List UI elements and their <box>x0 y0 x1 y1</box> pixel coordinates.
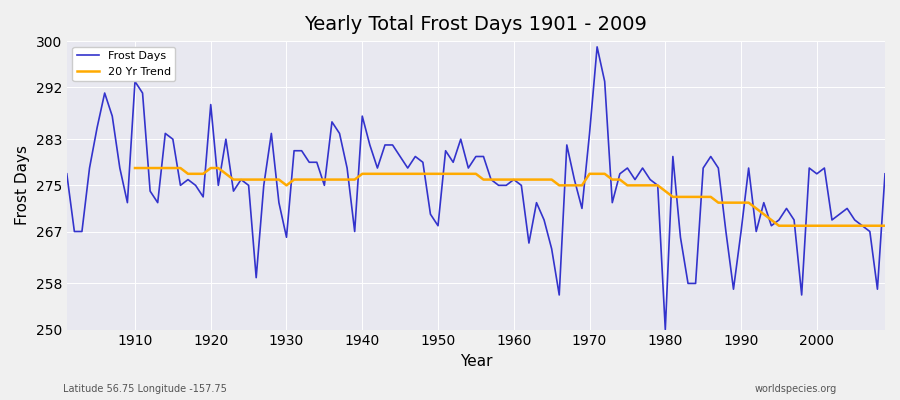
Frost Days <box>289 148 300 153</box>
20 Yr Trend <box>826 223 837 228</box>
Frost Days <box>61 172 72 176</box>
20 Yr Trend <box>773 223 784 228</box>
Frost Days <box>122 200 133 205</box>
20 Yr Trend <box>274 177 284 182</box>
Frost Days <box>500 183 511 188</box>
20 Yr Trend <box>850 223 860 228</box>
20 Yr Trend <box>130 166 140 170</box>
Frost Days <box>660 327 670 332</box>
Frost Days <box>334 131 345 136</box>
Legend: Frost Days, 20 Yr Trend: Frost Days, 20 Yr Trend <box>72 47 176 81</box>
Frost Days <box>508 177 519 182</box>
20 Yr Trend <box>304 177 315 182</box>
Text: Latitude 56.75 Longitude -157.75: Latitude 56.75 Longitude -157.75 <box>63 384 227 394</box>
Frost Days <box>591 44 602 49</box>
20 Yr Trend <box>577 183 588 188</box>
X-axis label: Year: Year <box>460 354 492 369</box>
20 Yr Trend <box>879 223 890 228</box>
Line: 20 Yr Trend: 20 Yr Trend <box>135 168 885 226</box>
20 Yr Trend <box>516 177 526 182</box>
Line: Frost Days: Frost Days <box>67 47 885 330</box>
Y-axis label: Frost Days: Frost Days <box>15 145 30 225</box>
Frost Days <box>607 200 617 205</box>
Frost Days <box>879 172 890 176</box>
Text: worldspecies.org: worldspecies.org <box>755 384 837 394</box>
Title: Yearly Total Frost Days 1901 - 2009: Yearly Total Frost Days 1901 - 2009 <box>304 15 647 34</box>
